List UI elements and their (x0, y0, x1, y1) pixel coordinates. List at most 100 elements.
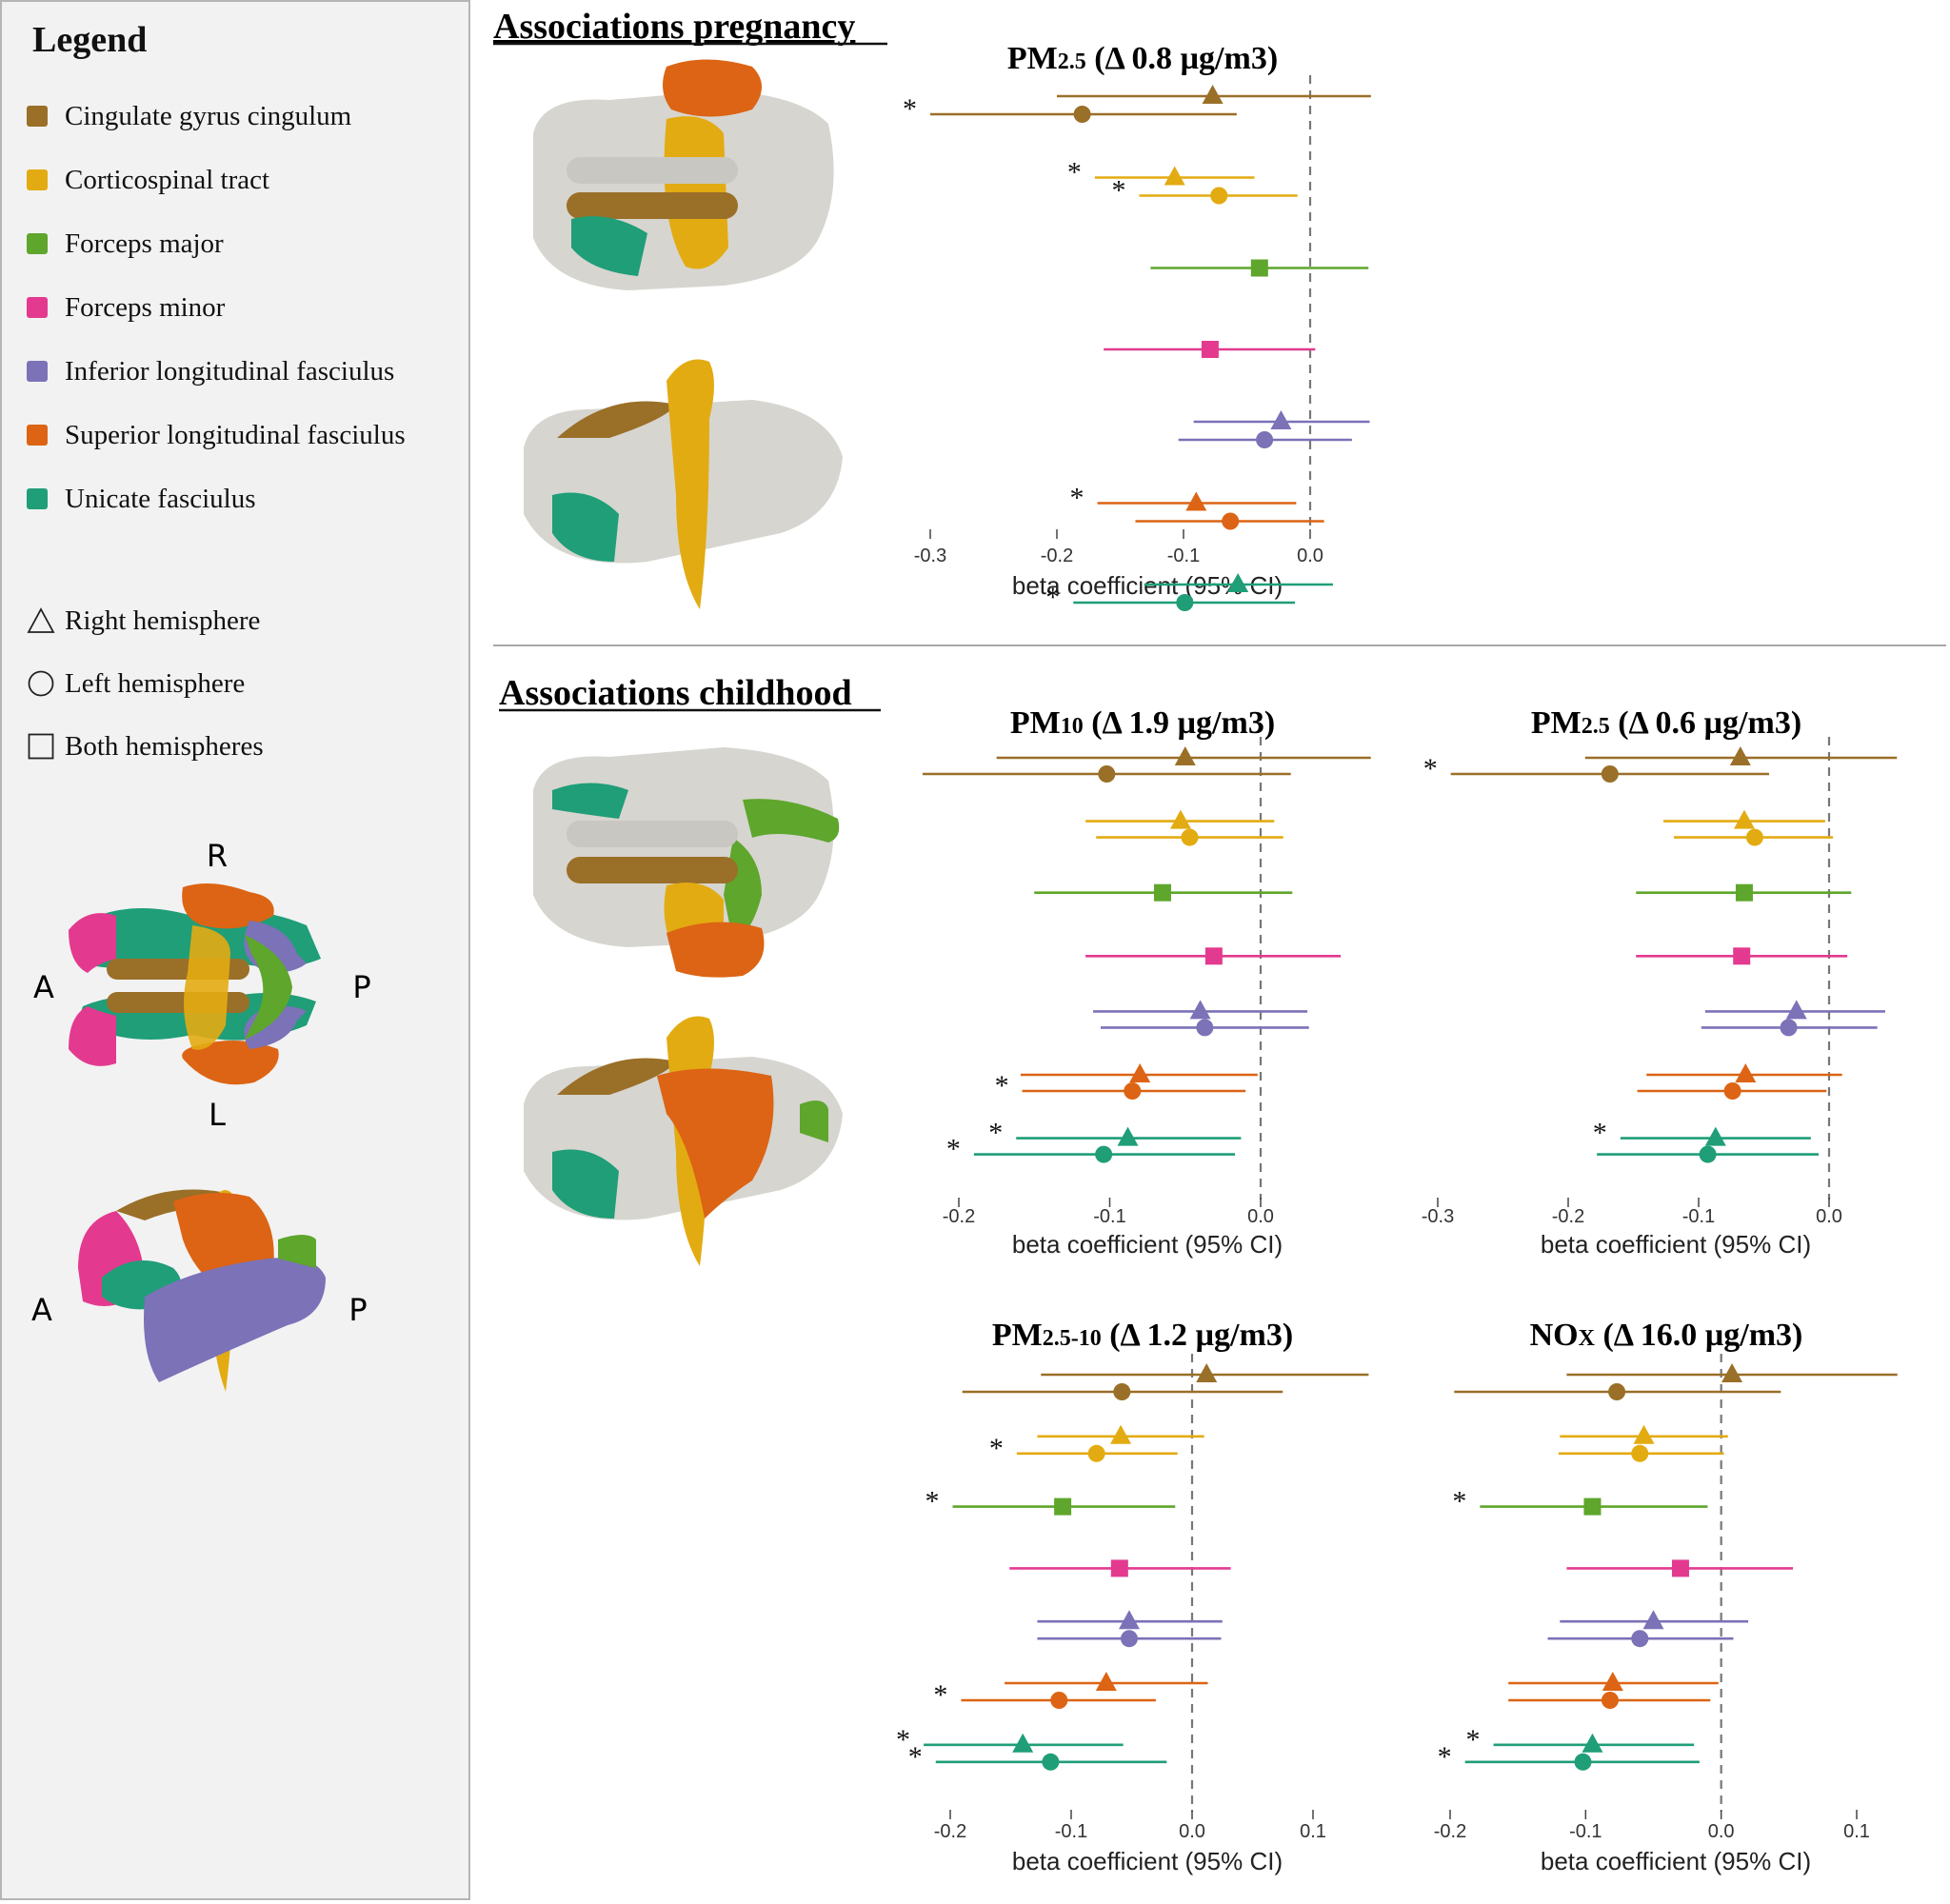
legend-swatch-inferior-longitudinal (27, 361, 48, 382)
orientation-label-r: R (207, 838, 228, 874)
brain-render-childhood-top (533, 747, 840, 978)
estimate-marker-circle (1120, 1630, 1138, 1648)
significance-asterisk: * (1045, 582, 1060, 613)
estimate-marker-triangle (1012, 1733, 1034, 1753)
square-icon (28, 733, 54, 760)
section-title-pregnancy: Associations pregnancy (493, 7, 855, 47)
x-tick-label: -0.2 (1552, 1206, 1584, 1227)
legend-swatch-forceps-minor (27, 297, 48, 318)
estimate-marker-circle (1631, 1444, 1649, 1462)
legend-item-corticospinal: Corticospinal tract (27, 161, 269, 199)
estimate-marker-square (1671, 1559, 1689, 1577)
estimate-marker-triangle (1582, 1733, 1603, 1753)
estimate-marker-triangle (1602, 1672, 1623, 1691)
significance-asterisk: * (988, 1118, 1003, 1149)
orientation-label-a-top: A (33, 969, 54, 1005)
legend-item-unicate: Unicate fasciulus (27, 480, 256, 518)
estimate-marker-circle (1601, 1692, 1619, 1709)
significance-asterisk: * (1070, 483, 1084, 514)
chart-title: NOX (Δ 16.0 µg/m3) (1530, 1318, 1803, 1353)
estimate-marker-circle (1256, 431, 1274, 448)
estimate-marker-triangle (1704, 1126, 1726, 1146)
estimate-marker-triangle (1227, 573, 1249, 592)
legend-label-left-hemisphere: Left hemisphere (65, 667, 246, 699)
estimate-marker-triangle (1721, 1363, 1743, 1382)
estimate-marker-square (1735, 883, 1753, 902)
estimate-marker-square (1201, 341, 1219, 358)
legend-label-superior-longitudinal: Superior longitudinal fasciulus (65, 419, 406, 450)
estimate-marker-square (1733, 947, 1751, 965)
estimate-marker-square (1153, 883, 1171, 902)
significance-asterisk: * (1438, 1741, 1452, 1773)
chart-title: PM10 (Δ 1.9 µg/m3) (1010, 705, 1275, 741)
legend-label-both-hemispheres: Both hemispheres (65, 730, 264, 762)
estimate-marker-circle (1210, 187, 1228, 205)
triangle-icon (27, 607, 55, 633)
estimate-marker-triangle (1270, 410, 1292, 429)
estimate-marker-triangle (1735, 1063, 1757, 1082)
legend-item-forceps-major: Forceps major (27, 225, 224, 263)
legend-title: Legend (32, 20, 148, 60)
estimate-marker-triangle (1185, 491, 1207, 511)
legend-item-left-hemisphere: Left hemisphere (27, 664, 245, 703)
x-axis-label: beta coefficient (95% CI) (1541, 1847, 1811, 1875)
orientation-label-l: L (209, 1097, 226, 1133)
legend-item-forceps-minor: Forceps minor (27, 288, 225, 327)
estimate-marker-circle (1124, 1082, 1142, 1100)
circle-icon (28, 670, 54, 697)
x-tick-label: 0.1 (1300, 1821, 1326, 1842)
estimate-marker-circle (1723, 1082, 1741, 1100)
legend-label-inferior-longitudinal: Inferior longitudinal fasciulus (65, 355, 395, 387)
x-tick-label: -0.1 (1682, 1206, 1715, 1227)
brain-render-childhood-side (524, 1016, 843, 1266)
significance-asterisk: * (933, 1679, 947, 1711)
estimate-marker-triangle (1095, 1672, 1117, 1691)
estimate-marker-circle (1574, 1753, 1592, 1771)
x-tick-label: 0.1 (1843, 1821, 1870, 1842)
estimate-marker-triangle (1202, 85, 1224, 104)
estimate-marker-circle (1176, 594, 1194, 611)
x-tick-label: 0.0 (1816, 1206, 1842, 1227)
estimate-marker-triangle (1785, 1000, 1807, 1020)
estimate-marker-circle (1087, 1444, 1105, 1462)
estimate-marker-circle (1181, 828, 1199, 846)
estimate-marker-circle (1050, 1692, 1068, 1709)
forest-plot-3: PM2.5-10 (Δ 1.2 µg/m3) -0.2 -0.1 0.0 0.1 beta… (896, 1318, 1369, 1875)
x-tick-label: 0.0 (1708, 1821, 1735, 1842)
estimate-marker-triangle (1733, 809, 1755, 829)
estimate-marker-square (1250, 259, 1268, 277)
legend-swatch-cingulum (27, 106, 48, 127)
estimate-marker-triangle (1633, 1424, 1655, 1444)
legend-label-corticospinal: Corticospinal tract (65, 164, 270, 195)
significance-asterisk: * (946, 1134, 961, 1165)
brain-render-pregnancy-top (533, 59, 834, 290)
significance-asterisk: * (995, 1070, 1009, 1101)
estimate-marker-triangle (1729, 746, 1751, 765)
x-tick-label: 0.0 (1247, 1206, 1274, 1227)
x-tick-label: -0.2 (1434, 1821, 1466, 1842)
legend-label-forceps-minor: Forceps minor (65, 291, 226, 323)
estimate-marker-circle (1222, 512, 1240, 530)
orientation-label-a-bottom: A (31, 1292, 52, 1328)
legend-item-cingulum: Cingulate gyrus cingulum (27, 97, 351, 135)
orientation-label-p-bottom: P (348, 1292, 367, 1328)
estimate-marker-triangle (1118, 1610, 1140, 1630)
significance-asterisk: * (1111, 175, 1125, 207)
legend-item-superior-longitudinal: Superior longitudinal fasciulus (27, 416, 406, 454)
x-tick-label: -0.1 (1167, 545, 1200, 566)
estimate-marker-circle (1631, 1630, 1649, 1648)
estimate-marker-circle (1196, 1019, 1214, 1037)
estimate-marker-square (1054, 1497, 1072, 1516)
forest-plot-4: NOX (Δ 16.0 µg/m3) -0.2 -0.1 0.0 0.1 beta coe… (1434, 1318, 1898, 1875)
significance-asterisk: * (925, 1486, 940, 1517)
chart-title: PM2.5-10 (Δ 1.2 µg/m3) (992, 1318, 1293, 1353)
estimate-marker-triangle (1164, 166, 1185, 186)
x-tick-label: -0.2 (1041, 545, 1073, 566)
estimate-marker-triangle (1169, 809, 1191, 829)
significance-asterisk: * (908, 1741, 923, 1773)
estimate-marker-square (1204, 947, 1223, 965)
x-tick-label: -0.1 (1093, 1206, 1125, 1227)
legend-label-right-hemisphere: Right hemisphere (65, 605, 261, 636)
